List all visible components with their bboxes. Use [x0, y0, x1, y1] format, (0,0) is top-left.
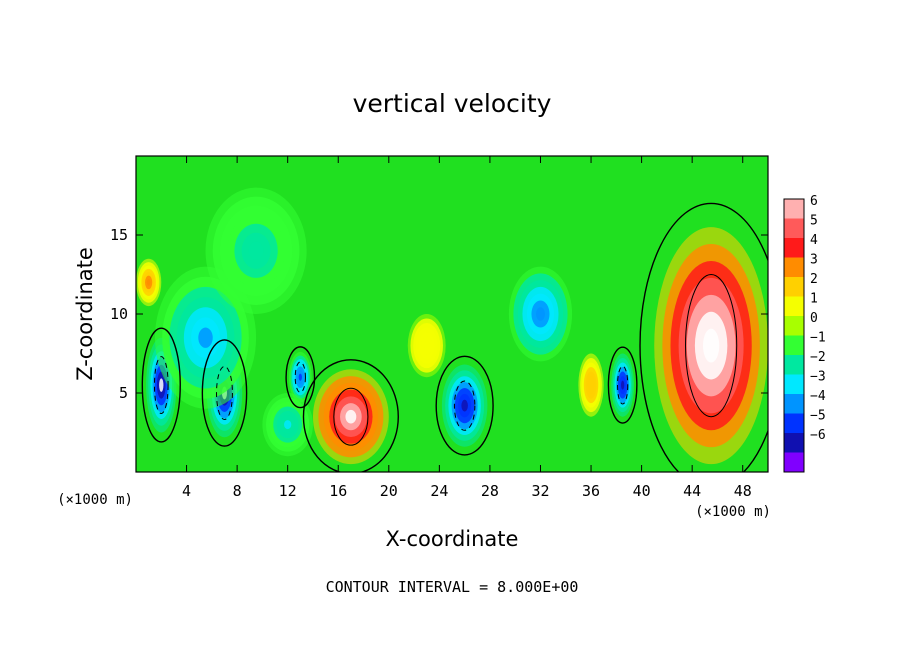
colorbar-swatch-1	[784, 218, 804, 238]
field-cell-7-6	[621, 380, 625, 390]
x-tick-label-8: 36	[582, 482, 600, 500]
x-tick-label-4: 20	[380, 482, 398, 500]
contour-outer-3	[285, 346, 316, 409]
x-axis-title: X-coordinate	[386, 527, 519, 551]
colorbar-swatch-9	[784, 374, 804, 394]
colorbar-label-10: −4	[810, 389, 826, 404]
colorbar-swatch-6	[784, 316, 804, 336]
colorbar-swatch-13	[784, 452, 804, 472]
field-cell-5-6	[461, 399, 468, 412]
field-cell-3-6	[298, 373, 302, 381]
field-cell-12-6	[284, 420, 292, 430]
colorbar-frame	[783, 198, 805, 473]
colorbar-label-12: −6	[810, 428, 826, 443]
y-tick-label-2: 15	[110, 226, 128, 244]
colorbar-label-4: 2	[810, 272, 818, 287]
x-tick-label-10: 44	[683, 482, 701, 500]
colorbar-label-11: −5	[810, 409, 826, 424]
contour-inner-3	[294, 361, 306, 393]
colorbar-label-9: −3	[810, 370, 826, 385]
x-tick-label-9: 40	[633, 482, 651, 500]
colorbar-label-6: 0	[810, 311, 818, 326]
x-tick-label-3: 16	[329, 482, 347, 500]
chart-title: vertical velocity	[353, 89, 552, 118]
field-cell-11-6	[424, 341, 430, 351]
contour-outer-9	[639, 202, 768, 472]
colorbar-swatch-12	[784, 433, 804, 453]
colorbar-swatch-4	[784, 277, 804, 297]
colorbar-swatch-7	[784, 335, 804, 355]
field-cell-2-6	[198, 327, 213, 348]
colorbar-label-5: 1	[810, 292, 818, 307]
field-cell-4-6	[345, 409, 357, 424]
x-tick-label-7: 32	[531, 482, 549, 500]
colorbar-label-7: −1	[810, 331, 826, 346]
x-unit-label-right: (×1000 m)	[695, 504, 771, 520]
colorbar-label-1: 5	[810, 214, 818, 229]
colorbar-swatch-5	[784, 296, 804, 316]
colorbar-swatch-10	[784, 394, 804, 414]
contour-outer-1	[201, 339, 248, 447]
field-cell-0-6	[159, 378, 164, 392]
field-cell-6-6	[535, 307, 545, 321]
heatmap-field	[136, 156, 768, 472]
colorbar-swatch-2	[784, 238, 804, 258]
field-cell-8-6	[589, 380, 593, 390]
x-tick-label-0: 4	[182, 482, 191, 500]
contour-outer-5	[435, 355, 494, 456]
colorbar-swatch-11	[784, 413, 804, 433]
contour-outer-7	[607, 346, 638, 424]
colorbar-label-0: 6	[810, 194, 818, 209]
colorbar-label-3: 3	[810, 253, 818, 268]
contour-inner-4	[333, 387, 369, 446]
contour-interval-note: CONTOUR INTERVAL = 8.000E+00	[326, 578, 579, 596]
contour-inner-5	[453, 380, 476, 431]
contour-lines	[141, 202, 768, 472]
colorbar-swatch-0	[784, 199, 804, 219]
y-tick-label-1: 10	[110, 305, 128, 323]
x-unit-label-left: (×1000 m)	[57, 492, 133, 508]
x-tick-label-6: 28	[481, 482, 499, 500]
x-tick-label-5: 24	[430, 482, 448, 500]
colorbar-label-2: 4	[810, 233, 818, 248]
field-cell-10-6	[146, 279, 151, 286]
colorbar-swatch-3	[784, 257, 804, 277]
field-cell-9-6	[702, 328, 720, 363]
colorbar-label-8: −2	[810, 350, 826, 365]
x-tick-label-11: 48	[734, 482, 752, 500]
contour-inner-7	[617, 365, 629, 405]
x-tick-label-2: 12	[279, 482, 297, 500]
contour-outer-4	[302, 359, 399, 472]
x-axis: 4 8 12 16 20 24 28 32 36 40 44 48	[182, 156, 752, 500]
contour-inner-9	[685, 274, 738, 418]
contour-outer-0	[141, 327, 181, 443]
contour-inner-0	[153, 356, 169, 415]
y-tick-label-0: 5	[119, 384, 128, 402]
x-tick-label-1: 8	[233, 482, 242, 500]
field-cell-13-6	[248, 241, 264, 260]
colorbar-swatch-8	[784, 355, 804, 375]
colorbar: 6 5 4 3 2 1 0 −1 −2 −3 −4 −5 −6	[783, 194, 826, 473]
contour-inner-1	[216, 365, 233, 421]
y-axis-title: Z-coordinate	[73, 247, 97, 381]
y-axis: 5 10 15	[110, 226, 768, 402]
